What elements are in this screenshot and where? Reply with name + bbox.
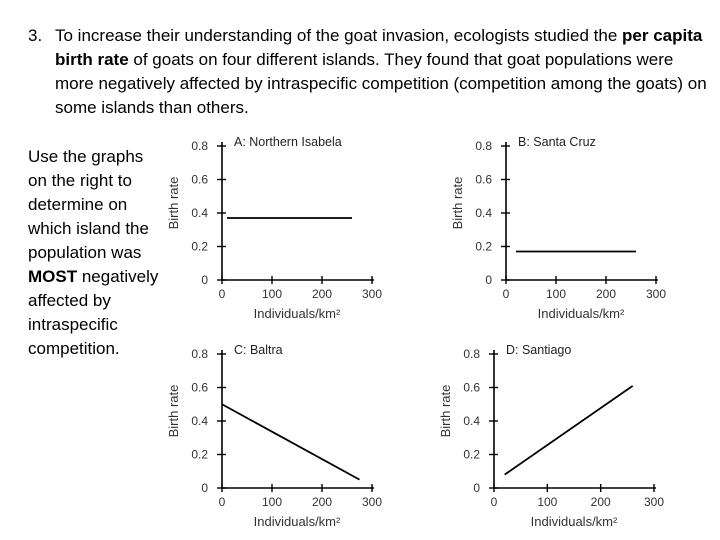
- x-tick-label: 200: [312, 495, 332, 509]
- question-number: 3.: [28, 26, 43, 45]
- y-tick-label: 0.4: [191, 414, 208, 428]
- chart-d-santiago: 0 0.2 0.4 0.6 0.8 0 100 200 300 D: Santiago Indivi…: [438, 343, 664, 529]
- series-line: [221, 403, 360, 481]
- y-tick-label: 0.4: [463, 414, 480, 428]
- x-tick-label: 300: [646, 287, 666, 301]
- x-tick-label: 100: [262, 495, 282, 509]
- x-tick-label: 0: [219, 495, 226, 509]
- chart-c-baltra: 0 0.2 0.4 0.6 0.8 0 100 200 300 C: Baltra Individu…: [166, 343, 382, 529]
- question-body: To increase their understanding of the g…: [55, 24, 708, 120]
- x-tick-label: 0: [219, 287, 226, 301]
- y-axis-label: Birth rate: [450, 177, 465, 230]
- y-axis-label: Birth rate: [166, 177, 181, 230]
- chart-title: D: Santiago: [506, 343, 571, 357]
- x-tick-label: 100: [537, 495, 557, 509]
- y-tick-label: 0.4: [191, 206, 208, 220]
- y-tick-label: 0.8: [475, 139, 492, 153]
- series-line: [504, 385, 634, 476]
- y-tick-label: 0.2: [191, 448, 208, 462]
- chart-title: B: Santa Cruz: [518, 135, 596, 149]
- x-tick-label: 200: [312, 287, 332, 301]
- question-text-part-2: of goats on four different islands. They…: [55, 50, 707, 117]
- x-tick-label: 200: [596, 287, 616, 301]
- y-axis-label: Birth rate: [438, 385, 453, 438]
- instruction-text: Use the graphs on the right to determine…: [28, 145, 163, 361]
- y-tick-label: 0.6: [475, 173, 492, 187]
- y-tick-label: 0.8: [191, 139, 208, 153]
- y-tick-label: 0.2: [463, 448, 480, 462]
- x-tick-label: 0: [503, 287, 510, 301]
- y-tick-label: 0: [201, 481, 208, 495]
- x-axis-label: Individuals/km²: [254, 514, 341, 529]
- y-tick-label: 0: [485, 273, 492, 287]
- question-text: 3. To increase their understanding of th…: [28, 24, 708, 120]
- x-tick-label: 300: [644, 495, 664, 509]
- x-tick-label: 0: [491, 495, 498, 509]
- y-tick-label: 0.2: [475, 240, 492, 254]
- y-tick-label: 0.8: [463, 347, 480, 361]
- y-tick-label: 0: [201, 273, 208, 287]
- instruction-bold-word: MOST: [28, 267, 78, 286]
- x-axis-label: Individuals/km²: [531, 514, 618, 529]
- question-text-part-1: To increase their understanding of the g…: [55, 26, 623, 45]
- chart-title: C: Baltra: [234, 343, 283, 357]
- question-bold-term: per capita birth rate: [55, 26, 703, 69]
- chart-b-santa-cruz: 0 0.2 0.4 0.6 0.8 0 100 200 300 B: Santa Cruz Indi…: [450, 135, 666, 321]
- x-tick-label: 100: [546, 287, 566, 301]
- x-tick-label: 200: [591, 495, 611, 509]
- y-tick-label: 0.4: [475, 206, 492, 220]
- x-axis-label: Individuals/km²: [538, 306, 625, 321]
- x-tick-label: 100: [262, 287, 282, 301]
- chart-title: A: Northern Isabela: [234, 135, 342, 149]
- x-tick-label: 300: [362, 287, 382, 301]
- y-tick-label: 0.2: [191, 240, 208, 254]
- chart-a-northern-isabela: 0 0.2 0.4 0.6 0.8 0 100 200 300 A: Northern Isabe…: [166, 135, 382, 321]
- x-tick-label: 300: [362, 495, 382, 509]
- y-tick-label: 0.6: [463, 381, 480, 395]
- y-tick-label: 0.8: [191, 347, 208, 361]
- y-tick-label: 0: [473, 481, 480, 495]
- y-tick-label: 0.6: [191, 381, 208, 395]
- x-axis-label: Individuals/km²: [254, 306, 341, 321]
- instruction-text-part-1: Use the graphs on the right to determine…: [28, 147, 149, 262]
- y-axis-label: Birth rate: [166, 385, 181, 438]
- y-tick-label: 0.6: [191, 173, 208, 187]
- instruction-text-part-2: negatively affected by intraspecific com…: [28, 267, 159, 358]
